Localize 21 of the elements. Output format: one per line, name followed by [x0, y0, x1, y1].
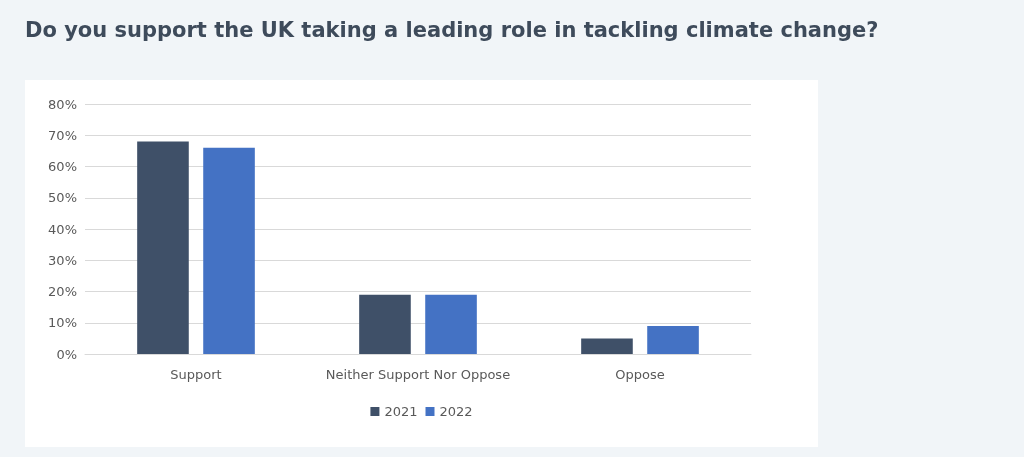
y-tick-label: 30% [48, 252, 77, 268]
y-tick-label: 0% [56, 346, 77, 362]
chart-title: Do you support the UK taking a leading role in tackling climate change? [25, 18, 879, 42]
y-tick-label: 60% [48, 159, 77, 174]
bar [359, 294, 411, 354]
y-tick-label: 50% [48, 190, 77, 206]
x-tick-label: Support [170, 367, 222, 382]
y-tick-label: 70% [48, 127, 77, 143]
bar [137, 141, 189, 354]
x-tick-label: Oppose [615, 367, 665, 382]
y-tick-label: 40% [48, 221, 77, 237]
legend-label: 2022 [439, 404, 473, 419]
bar [647, 325, 699, 354]
x-tick-label: Neither Support Nor Oppose [325, 367, 511, 382]
y-tick-label: 80% [48, 96, 77, 112]
y-tick-label: 20% [48, 284, 77, 299]
bar [425, 294, 477, 354]
bar [203, 147, 255, 354]
bar [581, 338, 633, 354]
y-tick-label: 10% [48, 315, 77, 331]
legend-label: 2021 [384, 404, 418, 419]
